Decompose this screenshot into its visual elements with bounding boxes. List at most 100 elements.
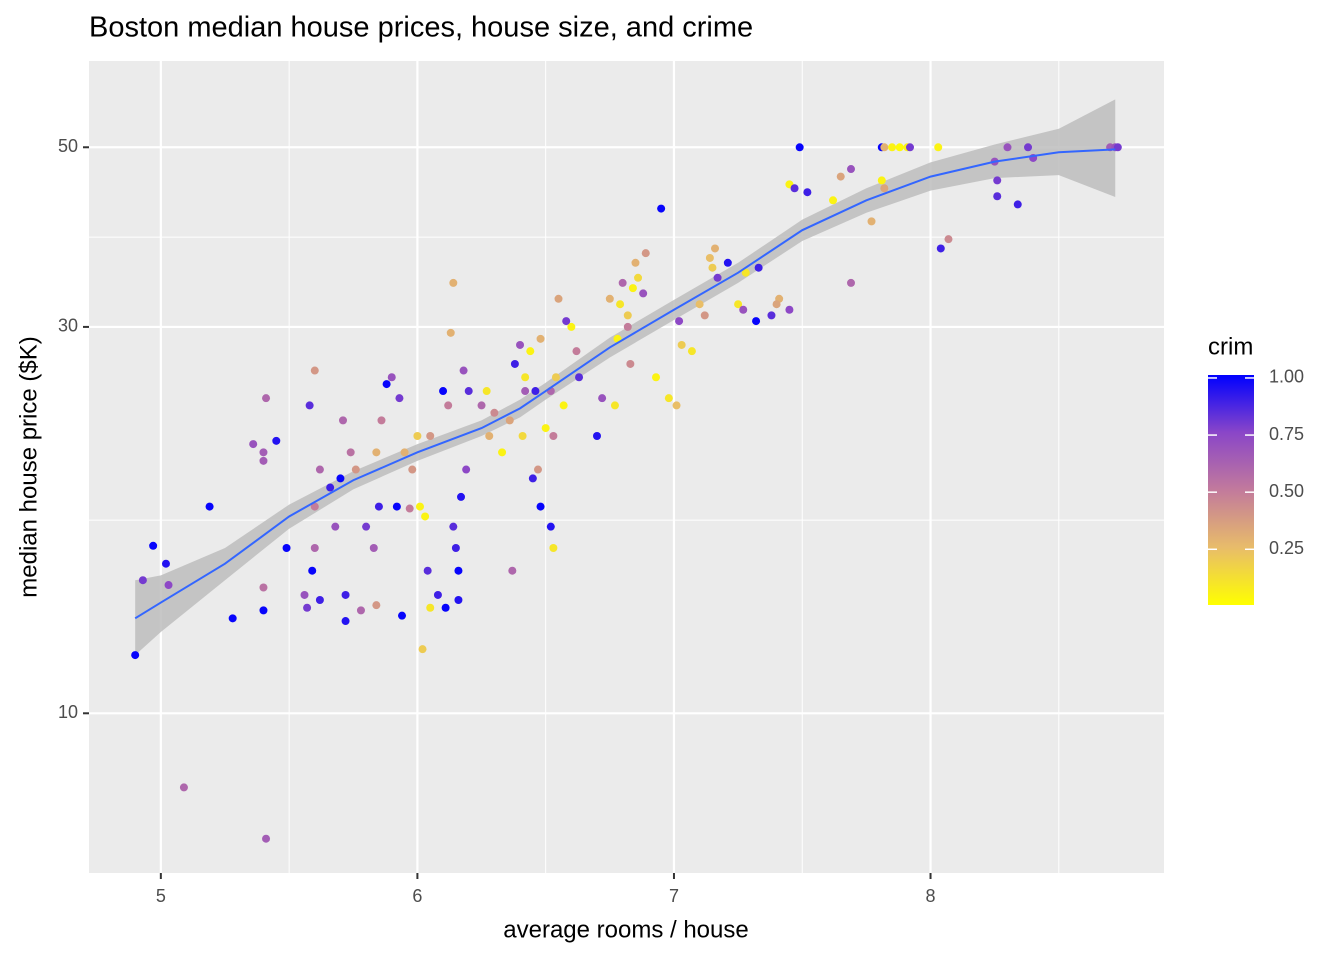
x-tick-label: 6 — [412, 886, 422, 906]
point — [228, 614, 237, 623]
point — [551, 373, 560, 382]
point — [934, 143, 943, 152]
point — [623, 311, 632, 320]
point — [387, 373, 396, 382]
point — [936, 244, 945, 253]
point — [559, 401, 568, 410]
point — [536, 502, 545, 511]
point — [149, 541, 158, 550]
point — [772, 300, 781, 309]
point — [400, 448, 409, 457]
point — [549, 543, 558, 552]
point — [541, 424, 550, 433]
point — [723, 258, 732, 267]
point — [592, 431, 601, 440]
point — [536, 334, 545, 343]
point — [259, 606, 268, 615]
x-tick-label: 8 — [926, 886, 936, 906]
panel — [89, 61, 1164, 873]
point — [392, 502, 401, 511]
point — [459, 366, 468, 375]
point — [993, 176, 1002, 185]
point — [877, 176, 886, 185]
point — [880, 184, 889, 193]
point — [341, 590, 350, 599]
point — [259, 456, 268, 465]
point — [426, 431, 435, 440]
point — [1113, 143, 1122, 152]
point — [572, 347, 581, 356]
point — [554, 294, 563, 303]
point — [711, 244, 720, 253]
point — [454, 566, 463, 575]
point — [282, 543, 291, 552]
point — [695, 300, 704, 309]
point — [521, 373, 530, 382]
point — [664, 394, 673, 403]
point — [895, 143, 904, 152]
point — [785, 305, 794, 314]
point — [734, 300, 743, 309]
point — [705, 253, 714, 262]
point — [346, 448, 355, 457]
colorbar — [1208, 375, 1254, 605]
point — [803, 188, 812, 197]
point — [377, 416, 386, 425]
point — [262, 394, 271, 403]
point — [315, 465, 324, 474]
point — [449, 278, 458, 287]
point — [369, 543, 378, 552]
point — [846, 165, 855, 174]
point — [741, 268, 750, 277]
point — [687, 347, 696, 356]
point — [205, 502, 214, 511]
point — [336, 474, 345, 483]
point — [315, 596, 324, 605]
point — [618, 278, 627, 287]
point — [906, 143, 915, 152]
point — [310, 502, 319, 511]
point — [598, 394, 607, 403]
point — [652, 373, 661, 382]
point — [631, 258, 640, 267]
point — [477, 401, 486, 410]
point — [639, 289, 648, 298]
smooth-line — [134, 148, 1116, 620]
point — [575, 373, 584, 382]
point — [423, 566, 432, 575]
point — [415, 502, 424, 511]
point — [739, 305, 748, 314]
point — [846, 278, 855, 287]
point — [526, 347, 535, 356]
point — [179, 783, 188, 792]
point — [546, 522, 555, 531]
point — [528, 474, 537, 483]
point — [531, 387, 540, 396]
x-tick-label: 7 — [669, 886, 679, 906]
point — [161, 559, 170, 568]
legend-label: 1.00 — [1269, 367, 1304, 387]
point — [490, 408, 499, 417]
point — [303, 603, 312, 612]
point — [300, 590, 309, 599]
y-tick-label: 30 — [58, 316, 78, 336]
point — [482, 387, 491, 396]
point — [405, 504, 414, 513]
point — [549, 431, 558, 440]
point — [485, 431, 494, 440]
y-axis-title: median house price ($K) — [15, 336, 42, 597]
point — [754, 263, 763, 272]
point — [518, 431, 527, 440]
point — [421, 512, 430, 521]
point — [767, 311, 776, 320]
chart-title: Boston median house prices, house size, … — [89, 12, 753, 44]
point — [262, 834, 271, 843]
point — [433, 590, 442, 599]
point — [675, 317, 684, 326]
point — [446, 328, 455, 337]
point — [382, 380, 391, 389]
point — [880, 143, 889, 152]
point — [610, 401, 619, 410]
point — [672, 401, 681, 410]
